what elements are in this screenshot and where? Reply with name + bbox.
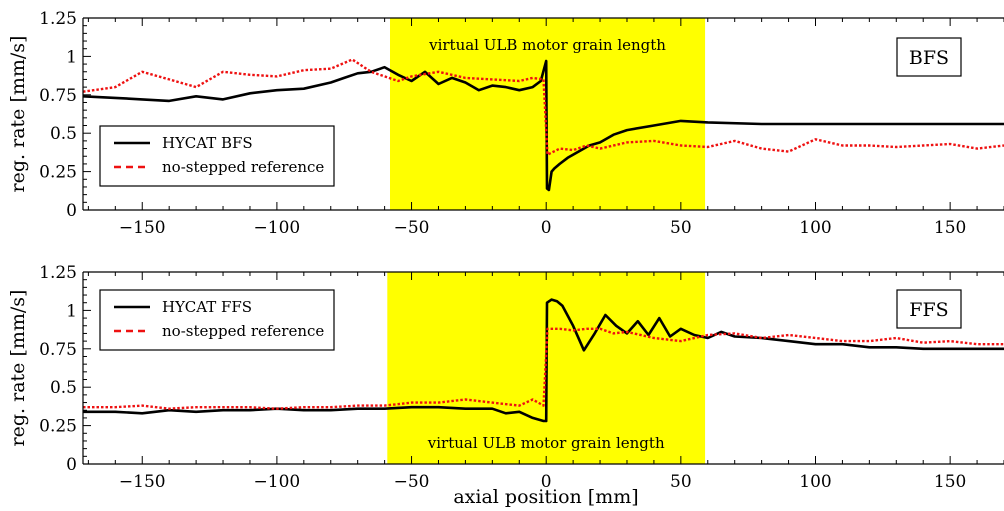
series-line-reference [83,58,1004,156]
x-tick-label: −50 [394,472,430,492]
series-line-hycat [83,298,1004,423]
legend-box [99,125,335,187]
y-axis-title: reg. rate [mm/s] [7,36,29,193]
y-tick-label: 0.75 [39,86,77,106]
shaded-region-label: virtual ULB motor grain length [428,36,666,54]
legend-box [99,289,335,351]
y-tick-label: 1 [66,47,77,67]
legend: HYCAT FFS no-stepped reference [99,289,335,351]
panel-tag-box [896,289,962,329]
legend-label: no-stepped reference [162,322,324,340]
y-tick-label: 0.25 [39,417,77,437]
y-tick-label: 1.25 [39,9,77,29]
y-tick-label: 0.25 [39,163,77,183]
panel-top: −150 −100 −50 0 50 100 150 0 0.25 0.5 0.75 1 1.25 reg… [7,9,1004,238]
y-tick-label: 1.25 [39,263,77,283]
x-tick-label: 100 [799,472,831,492]
x-tick-label: 150 [934,472,966,492]
x-tick-label: 50 [670,218,692,238]
y-tick-label: 0.5 [50,124,77,144]
series-line-reference [83,327,1004,410]
panel-bottom: −150 −100 −50 0 50 100 150 0 0.25 0.5 0.75 1 1.25 reg… [7,263,1004,508]
x-tick-label: 0 [541,218,552,238]
x-tick-label: −100 [254,218,301,238]
x-tick-label: 50 [670,472,692,492]
shaded-region-label: virtual ULB motor grain length [427,434,665,452]
y-axis-title: reg. rate [mm/s] [7,290,29,447]
panel-tag: FFS [909,299,948,321]
y-tick-label: 0.5 [50,378,77,398]
legend-label: HYCAT BFS [162,134,253,152]
legend: HYCAT BFS no-stepped reference [99,125,335,187]
x-tick-label: 150 [934,218,966,238]
x-tick-label: −150 [119,472,166,492]
panel-tag-box [896,37,962,77]
y-tick-label: 1 [66,301,77,321]
y-tick-label: 0.75 [39,340,77,360]
y-tick-label: 0 [66,455,77,475]
panel-tag: BFS [909,47,949,69]
x-tick-label: 0 [541,472,552,492]
legend-label: no-stepped reference [162,158,324,176]
x-axis-title: axial position [mm] [453,486,638,508]
x-tick-label: −100 [254,472,301,492]
series-line-hycat [83,59,1004,192]
x-tick-label: −50 [394,218,430,238]
x-tick-label: 100 [799,218,831,238]
y-tick-label: 0 [66,201,77,221]
x-tick-label: −150 [119,218,166,238]
legend-label: HYCAT FFS [162,298,252,316]
